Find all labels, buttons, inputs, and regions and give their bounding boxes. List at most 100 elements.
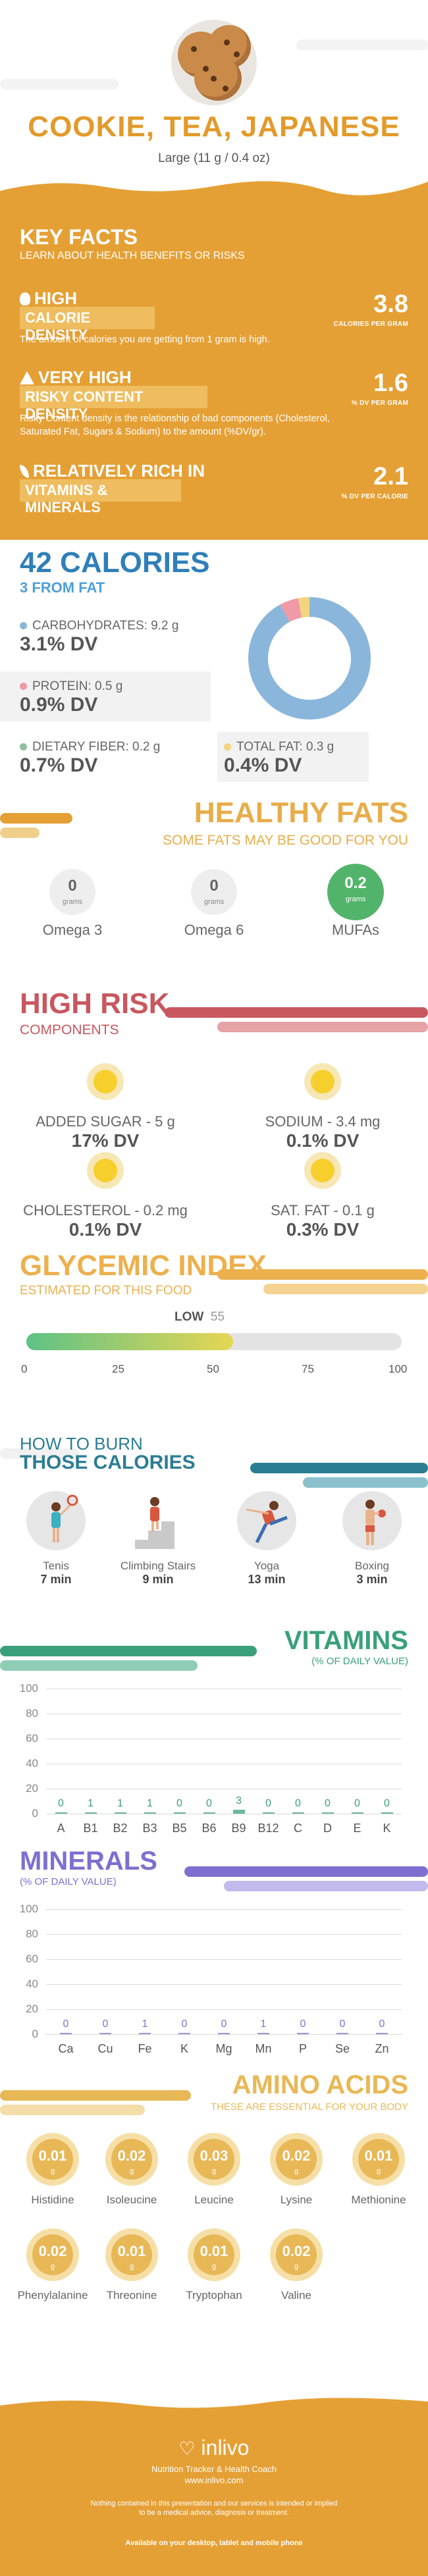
glycemic-title: GLYCEMIC INDEX: [20, 1249, 267, 1282]
category-label: Ca: [58, 2042, 74, 2055]
bar-C: [292, 1812, 304, 1814]
tick-label: 25: [112, 1363, 124, 1375]
y-tick-label: 60: [26, 1953, 38, 1965]
bar-B12: [262, 1812, 275, 1814]
donut-slice-fat: [248, 597, 371, 720]
gridline: [46, 2034, 402, 2035]
bar-value-label: 1: [142, 2018, 148, 2030]
footer-url[interactable]: www.inlivo.com: [184, 2475, 244, 2485]
amino-badge: 0.02 g: [270, 2133, 323, 2186]
burn-yoga: Yoga 13 min: [224, 1491, 309, 1587]
y-tick-label: 80: [26, 1707, 38, 1720]
key-fact-2-description: Risky Content density is the relationshi…: [20, 413, 330, 437]
amino-value: 0.01: [117, 2243, 146, 2259]
category-label: Mg: [215, 2042, 232, 2055]
amino-unit: g: [294, 2263, 299, 2271]
smile-icon: [87, 1063, 124, 1100]
bar-value-label: 0: [221, 2018, 227, 2030]
amino-value: 0.02: [38, 2243, 67, 2259]
heart-logo-icon: ♡: [178, 2438, 196, 2459]
amino-isoleucine: 0.02 g Isoleucine: [92, 2133, 171, 2207]
category-label: Se: [334, 2042, 350, 2055]
category-label: B5: [172, 1822, 187, 1835]
bar-P: [297, 2033, 309, 2034]
decorative-stripe: [0, 2105, 145, 2115]
brand-name: inlivo: [201, 2436, 250, 2459]
fat-value: 0: [68, 877, 77, 895]
bar-B1: [84, 1812, 97, 1814]
legend-dot: [20, 683, 27, 690]
amino-badge: 0.01 g: [26, 2133, 79, 2186]
bar-value-label: 0: [176, 1798, 182, 1809]
stairs-climber-icon: [128, 1491, 188, 1550]
amino-value: 0.01: [200, 2243, 228, 2259]
tennis-player-icon: [26, 1491, 86, 1550]
bar-K: [178, 2033, 190, 2034]
key-fact-2-level: VERY HIGH: [20, 367, 132, 388]
key-fact-3-level: RELATIVELY RICH IN: [20, 461, 205, 481]
footer-disclaimer: Nothing contained in this presentation a…: [90, 2500, 338, 2508]
amino-badge: 0.02 g: [105, 2133, 158, 2186]
decorative-stripe: [0, 1660, 198, 1671]
decorative-stripe: [0, 2090, 191, 2101]
bar-value-label: 0: [384, 1798, 390, 1809]
fat-circle: 0.2 grams: [327, 864, 384, 920]
bar-Fe: [139, 2033, 151, 2034]
risk-added-sugar: ADDED SUGAR - 5 g 17% DV: [20, 1063, 191, 1151]
key-fact-2-value: 1.6 % DV PER GRAM: [352, 370, 408, 408]
risk-label: SODIUM - 3.4 mg: [265, 1113, 381, 1130]
amino-name: Tryptophan: [186, 2289, 242, 2301]
category-label: B6: [201, 1822, 217, 1835]
category-label: B12: [257, 1822, 279, 1835]
bar-Se: [336, 2033, 348, 2034]
activity-time: 13 min: [248, 1573, 286, 1586]
risk-label: CHOLESTEROL - 0.2 mg: [23, 1202, 188, 1219]
nutrient-fiber: DIETARY FIBER: 0.2 g 0.7% DV: [0, 732, 211, 782]
category-label: B9: [231, 1822, 246, 1835]
bar-D: [321, 1812, 334, 1814]
footer-disclaimer: to be a medical advice, diagnosis or tre…: [139, 2509, 289, 2517]
tick-label: 0: [21, 1363, 28, 1375]
burn-title-2: THOSE CALORIES: [20, 1452, 196, 1473]
category-label: K: [383, 1822, 391, 1835]
tick-label: 50: [207, 1363, 219, 1375]
fat-unit: grams: [62, 898, 83, 906]
amino-methionine: 0.01 g Methionine: [339, 2133, 418, 2207]
key-fact-1-label: CALORIE DENSITY: [20, 307, 155, 343]
glycemic-level: LOW: [174, 1310, 204, 1324]
nutrient-carbohydrates: CARBOHYDRATES: 9.2 g 3.1% DV: [0, 611, 211, 661]
grin-icon: [87, 1152, 124, 1189]
bar-value-label: 0: [379, 2018, 385, 2030]
bar-value-label: 0: [325, 1798, 331, 1809]
nutrient-dv: 3.1% DV: [20, 633, 98, 655]
nutrient-dv: 0.9% DV: [20, 694, 98, 716]
fat-value: 0: [209, 877, 219, 895]
glycemic-ticks: 0 25 50 75 100: [21, 1363, 407, 1376]
category-label: Cu: [97, 2042, 113, 2055]
bar-value-label: 0: [300, 2018, 306, 2030]
amino-name: Methionine: [351, 2194, 406, 2206]
bar-Cu: [99, 2033, 111, 2034]
key-fact-1-level: HIGH: [20, 288, 77, 309]
amino-unit: g: [376, 2167, 381, 2175]
key-fact-level-text: VERY HIGH: [38, 367, 132, 387]
bar-value-label: 0: [295, 1798, 301, 1809]
burn-tennis: Tenis 7 min: [13, 1491, 99, 1587]
amino-badge: 0.01 g: [188, 2228, 240, 2281]
risk-dv: 17% DV: [71, 1130, 140, 1151]
activity-time: 9 min: [142, 1573, 174, 1586]
grin-icon: [304, 1063, 341, 1100]
key-fact-level-text: RELATIVELY RICH IN: [33, 461, 205, 481]
amino-value: 0.01: [38, 2147, 67, 2164]
risk-dv: 0.3% DV: [286, 1219, 360, 1240]
amino-unit: g: [50, 2167, 55, 2175]
minerals-bar-chart: 100 80 60 40 20 0 0 Ca 0 Cu 1 Fe 0 K 0 Mg 1 Mn 0 P 0 Se 0 Zn: [0, 1903, 428, 2064]
bar-value-label: 1: [88, 1798, 94, 1809]
activity-name: Tenis: [43, 1560, 69, 1572]
category-label: C: [294, 1822, 302, 1835]
macronutrient-donut-chart: [248, 597, 371, 720]
risk-cholesterol: CHOLESTEROL - 0.2 mg 0.1% DV: [20, 1152, 191, 1240]
nutrient-label: DIETARY FIBER: 0.2 g: [32, 740, 161, 754]
amino-lysine: 0.02 g Lysine: [257, 2133, 336, 2207]
bar-B2: [114, 1812, 126, 1814]
